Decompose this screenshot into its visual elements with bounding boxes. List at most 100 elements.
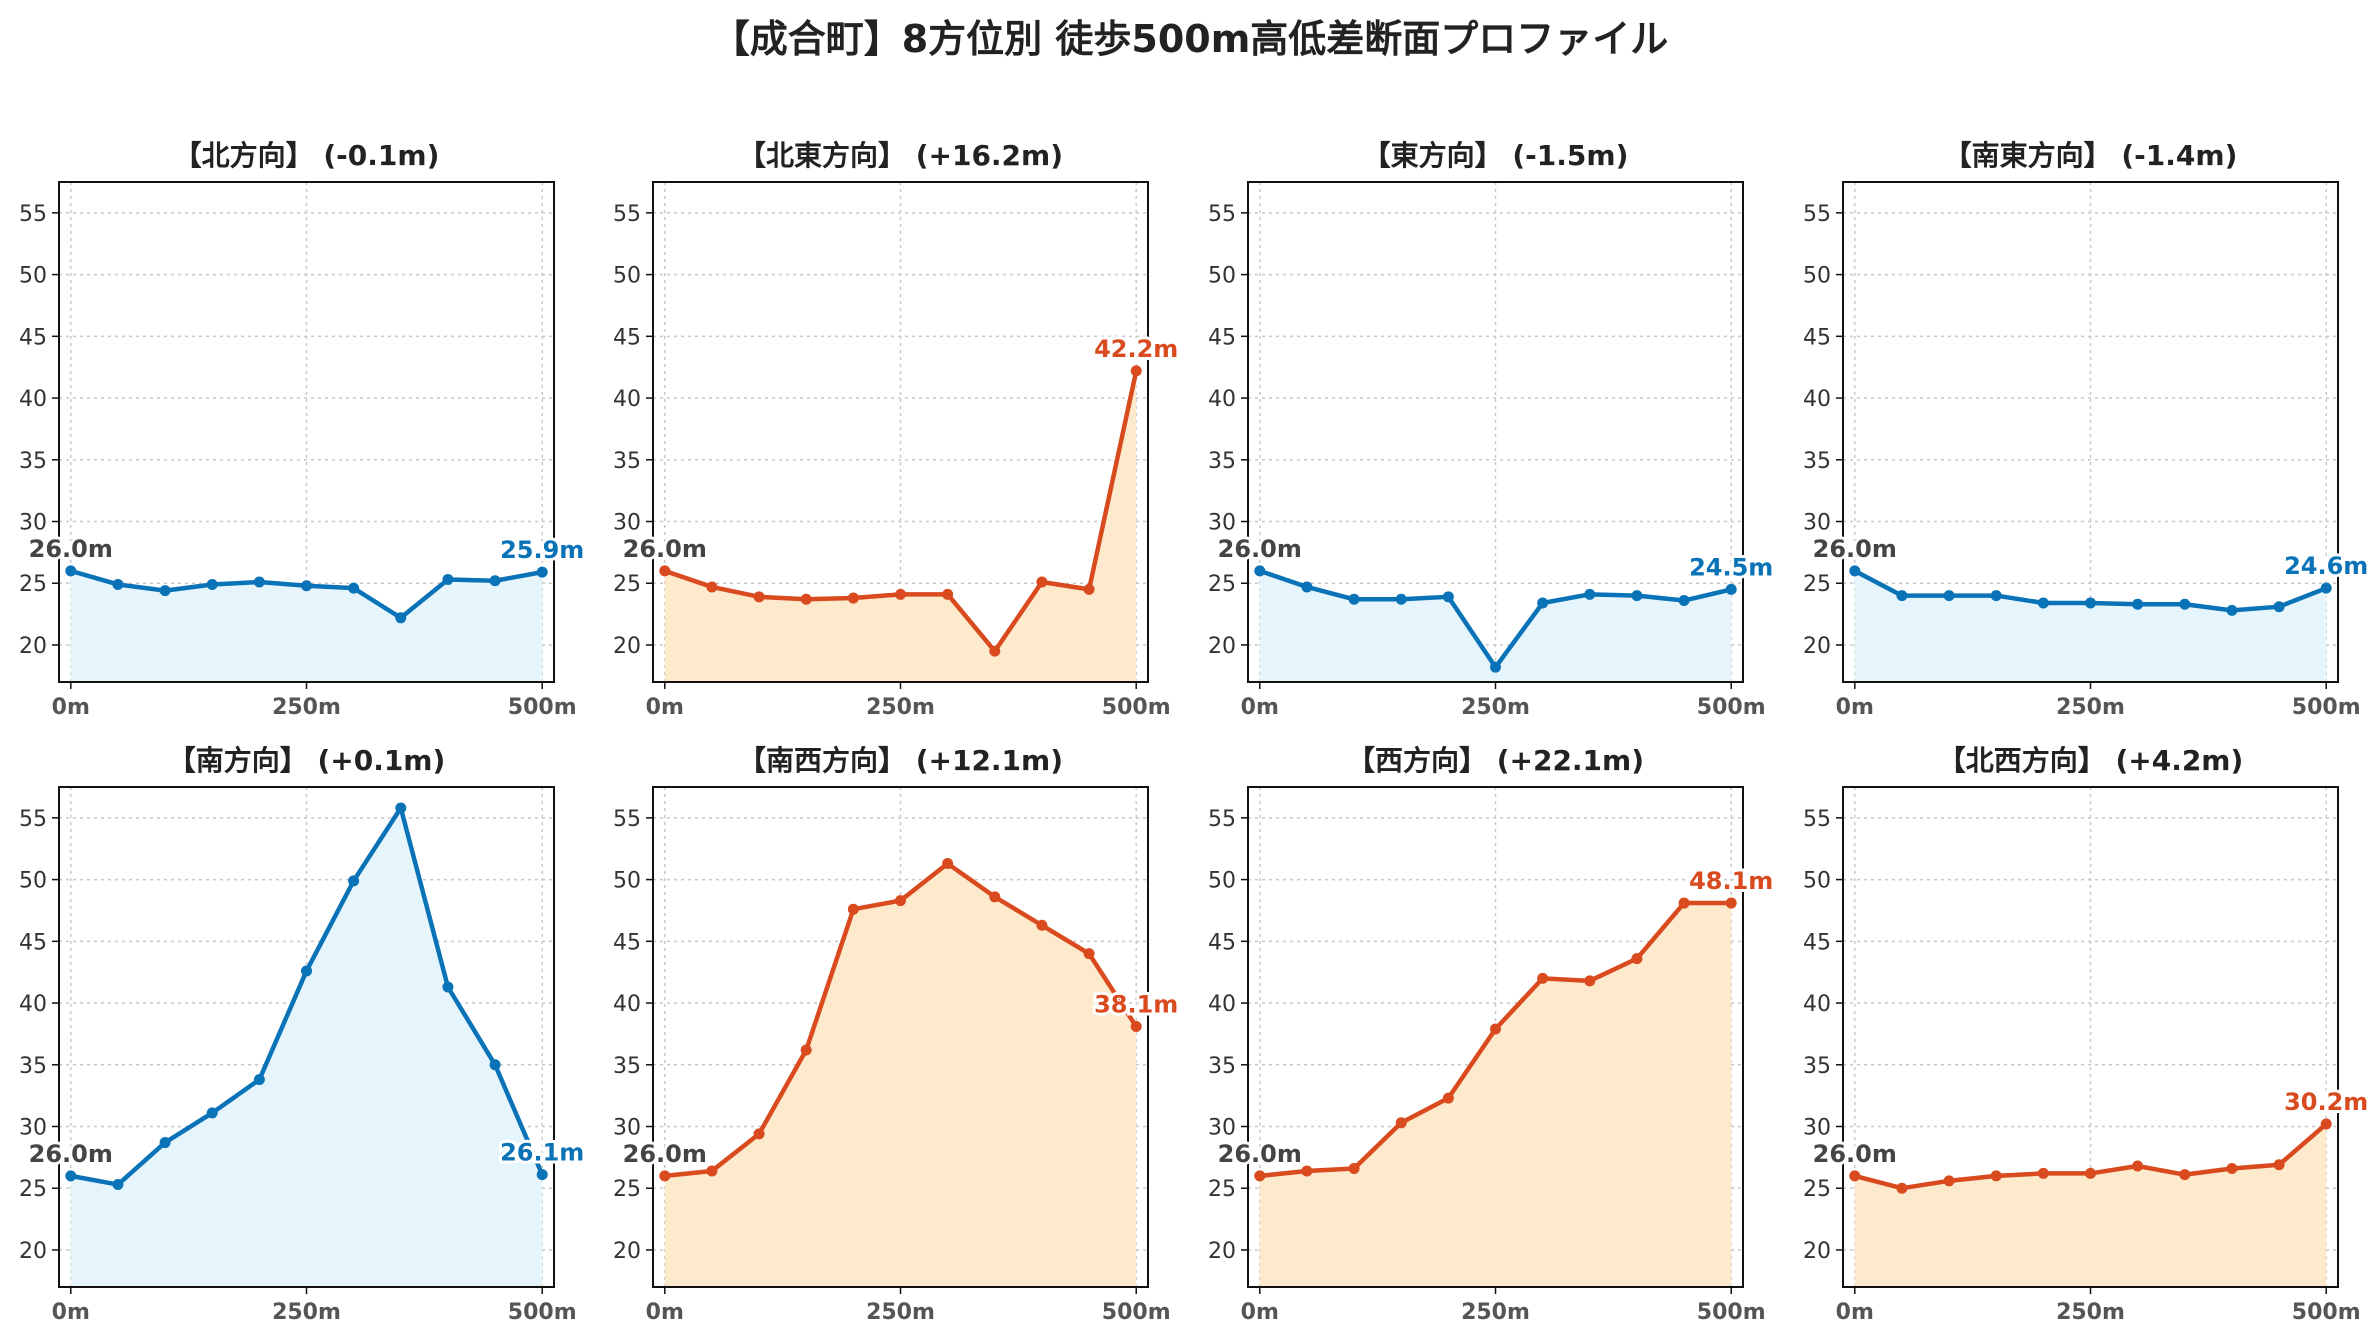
elevation-area xyxy=(664,863,1137,1287)
elevation-area xyxy=(1259,570,1732,682)
data-point xyxy=(253,1074,265,1086)
x-tick-label: 500m xyxy=(1102,1300,1171,1325)
data-point xyxy=(2132,598,2144,610)
data-point xyxy=(1083,948,1095,960)
x-tick-label: 0m xyxy=(1241,1300,1279,1325)
y-tick-label: 40 xyxy=(1208,387,1236,412)
data-point xyxy=(1442,591,1454,603)
data-point xyxy=(1943,1175,1955,1187)
data-point xyxy=(1301,581,1313,593)
data-point xyxy=(1631,953,1643,965)
y-tick-label: 40 xyxy=(1803,387,1831,412)
data-point xyxy=(1395,1117,1407,1129)
chart-panel: 【北西方向】 (+4.2m) 20 25 30 35 40 45 50 55 0m 250m 500m… xyxy=(1803,744,2371,1325)
y-tick-label: 20 xyxy=(613,634,641,659)
data-point xyxy=(800,1044,812,1056)
data-point xyxy=(1943,590,1955,602)
data-point xyxy=(659,1170,671,1182)
y-tick-label: 45 xyxy=(613,930,641,955)
data-point xyxy=(1537,597,1549,609)
y-tick-label: 30 xyxy=(1803,1116,1831,1141)
data-point xyxy=(2085,1167,2096,1179)
x-tick-label: 500m xyxy=(2292,1300,2361,1325)
x-tick-label: 0m xyxy=(1836,1300,1874,1325)
data-point xyxy=(1036,919,1048,931)
y-tick-label: 30 xyxy=(613,1116,641,1141)
data-point xyxy=(2273,1159,2285,1171)
x-tick-label: 250m xyxy=(1461,695,1530,720)
data-point xyxy=(65,565,77,577)
y-tick-label: 25 xyxy=(1208,1177,1236,1202)
y-tick-label: 45 xyxy=(19,325,47,350)
y-tick-label: 50 xyxy=(1803,264,1831,289)
y-tick-label: 25 xyxy=(1803,1177,1831,1202)
data-point xyxy=(1849,565,1861,577)
data-point xyxy=(895,895,906,907)
y-tick-label: 20 xyxy=(1803,634,1831,659)
y-tick-label: 40 xyxy=(19,387,47,412)
y-tick-label: 50 xyxy=(1208,264,1236,289)
data-point xyxy=(1036,576,1048,588)
data-point xyxy=(489,1059,501,1071)
y-tick-label: 25 xyxy=(1208,572,1236,597)
data-point xyxy=(989,891,1001,903)
data-point xyxy=(1896,590,1908,602)
start-elevation-label: 26.0m xyxy=(623,535,707,563)
y-tick-label: 35 xyxy=(1803,1054,1831,1079)
start-elevation-label: 26.0m xyxy=(1813,1140,1897,1168)
data-point xyxy=(942,858,954,870)
data-point xyxy=(1130,1021,1142,1033)
y-tick-label: 45 xyxy=(1208,930,1236,955)
y-tick-label: 20 xyxy=(19,634,47,659)
x-tick-label: 500m xyxy=(2292,695,2361,720)
panel-title: 【北東方向】 (+16.2m) xyxy=(738,139,1063,172)
data-point xyxy=(206,578,218,590)
data-point xyxy=(1678,897,1690,909)
y-tick-label: 25 xyxy=(19,1177,47,1202)
data-point xyxy=(253,576,265,588)
data-point xyxy=(536,566,548,578)
data-point xyxy=(489,575,501,587)
x-tick-label: 0m xyxy=(646,695,684,720)
data-point xyxy=(2179,1169,2191,1181)
data-point xyxy=(442,574,454,586)
data-point xyxy=(536,1169,548,1181)
y-tick-label: 25 xyxy=(1803,572,1831,597)
data-point xyxy=(65,1170,77,1182)
y-tick-label: 20 xyxy=(613,1239,641,1264)
y-tick-label: 25 xyxy=(613,572,641,597)
y-tick-label: 35 xyxy=(613,449,641,474)
page-title: 【成合町】8方位別 徒歩500m高低差断面プロファイル xyxy=(711,17,1669,61)
end-elevation-label: 26.1m xyxy=(500,1139,584,1167)
chart-panel: 【南東方向】 (-1.4m) 20 25 30 35 40 45 50 55 0m 250m 500m… xyxy=(1803,139,2371,720)
y-tick-label: 35 xyxy=(1208,449,1236,474)
data-point xyxy=(2320,582,2332,594)
data-point xyxy=(895,588,906,600)
start-elevation-label: 26.0m xyxy=(29,1140,113,1168)
x-tick-label: 0m xyxy=(1241,695,1279,720)
data-point xyxy=(2320,1118,2332,1130)
elevation-area xyxy=(1854,1124,2327,1287)
y-tick-label: 55 xyxy=(19,202,47,227)
panel-title: 【南西方向】 (+12.1m) xyxy=(738,744,1063,777)
start-elevation-label: 26.0m xyxy=(29,535,113,563)
end-elevation-label: 38.1m xyxy=(1094,991,1178,1019)
x-tick-label: 250m xyxy=(866,1300,935,1325)
data-point xyxy=(1990,590,2002,602)
data-point xyxy=(2085,597,2096,609)
end-elevation-label: 24.5m xyxy=(1689,553,1773,581)
start-elevation-label: 26.0m xyxy=(1813,535,1897,563)
x-tick-label: 0m xyxy=(1836,695,1874,720)
x-tick-label: 500m xyxy=(508,1300,577,1325)
y-tick-label: 50 xyxy=(19,869,47,894)
y-tick-label: 55 xyxy=(1208,807,1236,832)
y-tick-label: 30 xyxy=(19,1116,47,1141)
data-point xyxy=(753,591,765,603)
x-tick-label: 500m xyxy=(1697,695,1766,720)
data-point xyxy=(1130,365,1142,377)
x-tick-label: 0m xyxy=(52,695,90,720)
chart-panel: 【西方向】 (+22.1m) 20 25 30 35 40 45 50 55 0m 250m 500m… xyxy=(1208,744,1776,1325)
data-point xyxy=(112,578,124,590)
y-tick-label: 55 xyxy=(1208,202,1236,227)
